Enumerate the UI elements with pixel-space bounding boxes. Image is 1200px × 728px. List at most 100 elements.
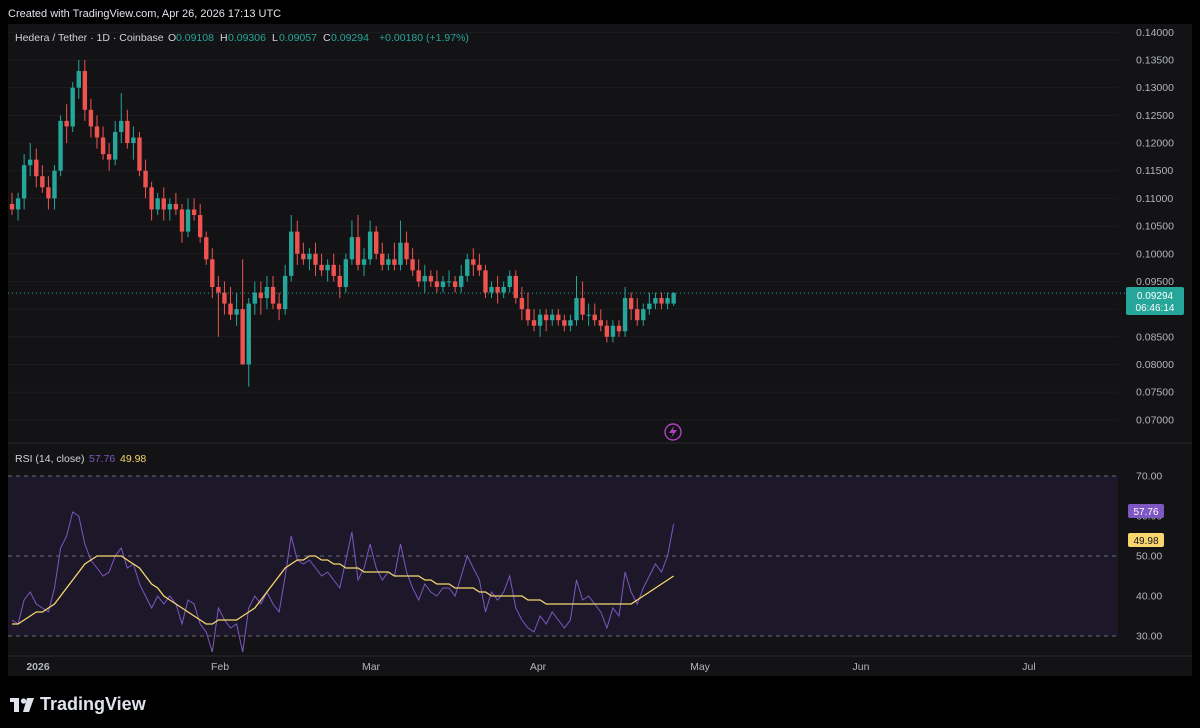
candle	[112, 120, 118, 166]
candle	[161, 187, 166, 221]
candle-body	[495, 286, 500, 293]
rsi-ma-badge	[1128, 533, 1164, 547]
candle-body	[301, 253, 306, 260]
candle	[173, 192, 179, 216]
candle-body	[70, 87, 75, 127]
candle	[119, 93, 124, 144]
candle	[228, 286, 233, 321]
candle-body	[556, 314, 561, 321]
candle-body	[398, 242, 403, 265]
candle-body	[355, 237, 361, 265]
candle	[52, 165, 57, 210]
candle-body	[635, 309, 640, 321]
candle	[580, 281, 585, 321]
candle	[100, 126, 106, 160]
candle	[301, 242, 306, 265]
candle	[46, 176, 51, 210]
candle	[495, 275, 500, 304]
candlestick-series	[9, 59, 676, 387]
candle-body	[598, 320, 603, 326]
candle-body	[222, 292, 227, 304]
rsi-ma-line	[12, 555, 674, 625]
candle-body	[659, 298, 664, 304]
candle	[40, 165, 45, 193]
candle	[167, 198, 173, 221]
price-grid	[8, 31, 1192, 657]
candle	[234, 292, 239, 326]
candle-body	[234, 309, 239, 315]
candle	[610, 320, 616, 343]
low-label: L	[272, 32, 278, 44]
candle-body	[489, 286, 494, 293]
lightning-icon[interactable]	[664, 423, 682, 441]
candle	[88, 98, 94, 138]
candle-body	[185, 209, 191, 232]
candle-body	[574, 298, 579, 321]
candle	[428, 270, 434, 287]
rsi-ma-legend-value: 49.98	[120, 453, 146, 465]
candle-body	[82, 71, 88, 110]
price-tick-label: 0.08500	[1136, 331, 1174, 343]
candle	[410, 248, 415, 276]
candle	[137, 131, 142, 177]
candle	[665, 292, 670, 310]
candle	[641, 303, 646, 326]
price-tick-label: 0.13500	[1136, 54, 1174, 66]
candle-body	[628, 298, 634, 310]
candle	[106, 143, 112, 171]
candle	[70, 82, 75, 132]
candle	[556, 309, 561, 326]
price-tick-label: 0.09500	[1136, 276, 1174, 288]
candle	[361, 248, 367, 276]
rsi-line	[11, 511, 675, 653]
chart-svg[interactable]: 0.14000 0.13500 0.13000 0.12500 0.12000 0.115…	[8, 24, 1192, 676]
tradingview-logo[interactable]: TradingView	[10, 694, 146, 715]
header-bar: Created with TradingView.com, Apr 26, 20…	[0, 0, 1200, 28]
candle-body	[483, 270, 488, 293]
price-axis: 0.14000 0.13500 0.13000 0.12500 0.12000 0.115…	[1136, 27, 1174, 427]
candle-body	[525, 309, 531, 321]
candle	[270, 275, 276, 310]
candle	[386, 253, 391, 271]
candle	[616, 320, 622, 337]
time-tick-label: Mar	[362, 661, 381, 673]
candle-body	[258, 292, 264, 299]
candle	[483, 264, 488, 299]
candle-body	[167, 203, 173, 210]
candle	[282, 264, 288, 315]
high-label: H	[220, 32, 228, 44]
candle-body	[191, 209, 197, 216]
candle	[586, 303, 591, 326]
rsi-tick-label: 40.00	[1136, 591, 1162, 603]
candle	[179, 203, 185, 243]
candle-body	[161, 198, 166, 210]
candle-body	[264, 286, 270, 299]
candle-body	[9, 203, 15, 210]
candle-body	[434, 281, 440, 287]
candle-body	[416, 270, 421, 282]
price-tick-label: 0.07500	[1136, 387, 1174, 399]
candle	[458, 264, 464, 293]
candle-body	[471, 259, 476, 265]
candle	[216, 275, 221, 337]
candle-body	[361, 259, 367, 265]
candle	[125, 109, 130, 149]
candle-body	[100, 137, 106, 155]
candle	[307, 248, 312, 271]
candle-body	[562, 320, 567, 326]
candle	[513, 270, 519, 304]
last-price-value: 0.09294	[1137, 291, 1174, 302]
change-value: +0.00180 (+1.97%)	[379, 32, 469, 44]
candle-body	[137, 137, 142, 171]
candle-body	[228, 303, 233, 315]
candle-body	[477, 264, 482, 271]
price-tick-label: 0.12000	[1136, 138, 1174, 150]
candle	[374, 226, 379, 260]
candle	[76, 59, 81, 99]
chart-container[interactable]: 0.14000 0.13500 0.13000 0.12500 0.12000 0.115…	[8, 24, 1192, 676]
candle-body	[246, 303, 251, 365]
rsi-badge-value: 57.76	[1133, 507, 1158, 518]
candle-body	[458, 275, 464, 287]
candle-body	[282, 275, 288, 310]
candle-body	[410, 259, 415, 271]
